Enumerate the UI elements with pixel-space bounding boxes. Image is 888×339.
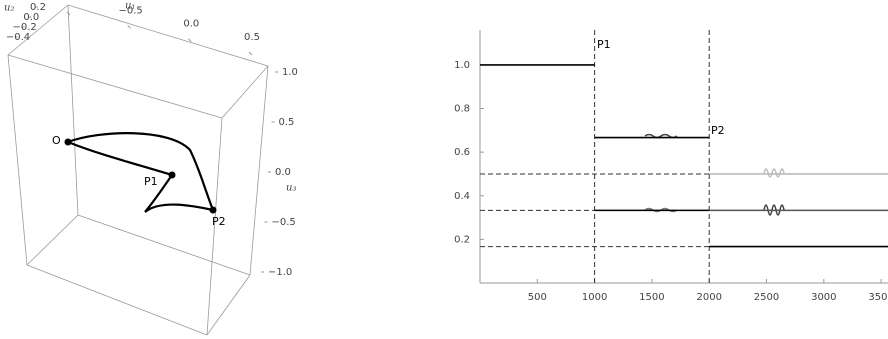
axis-label: u₂ [4, 3, 14, 14]
point-label: P2 [212, 215, 226, 228]
x-tick-label: 1500 [639, 292, 664, 303]
wave-packet [763, 204, 785, 216]
annotation: P1 [597, 38, 611, 51]
wave-packet [763, 168, 785, 178]
tick-label: 0.5 [244, 32, 260, 43]
tick-label: 1.0 [282, 67, 298, 78]
axis-label: u₃ [286, 183, 296, 194]
trajectory [64, 132, 215, 213]
axis-label: u₁ [125, 1, 135, 12]
y-tick-label: 0.6 [454, 147, 470, 158]
point [168, 171, 176, 179]
tick-mark [127, 24, 132, 29]
y-tick-label: 1.0 [454, 60, 470, 71]
tick-label: −0.5 [119, 5, 143, 16]
x-tick-label: 2500 [754, 292, 779, 303]
box-frame [7, 4, 269, 336]
point-label: P1 [144, 175, 158, 188]
tick-label: 0.5 [279, 117, 295, 128]
tick-label: −1.0 [268, 267, 292, 278]
tick-label: −1.0 [58, 0, 82, 3]
tick-label: −0.5 [272, 217, 296, 228]
tick-label: 0.0 [23, 12, 39, 23]
x-tick-label: 1000 [582, 292, 607, 303]
tick-mark [66, 11, 71, 16]
tick-mark [248, 51, 253, 56]
tick-mark [187, 38, 192, 43]
point [209, 206, 217, 214]
point-label: O [52, 134, 61, 147]
tick-label: −0.2 [13, 22, 37, 33]
x-tick-label: 500 [528, 292, 547, 303]
tick-label: 0.0 [183, 19, 199, 30]
annotation: P2 [711, 124, 725, 137]
y-tick-label: 0.4 [454, 191, 470, 202]
tick-label: −0.4 [6, 32, 30, 43]
point [64, 138, 72, 146]
x-tick-label: 3000 [811, 292, 836, 303]
x-tick-label: 3500 [868, 292, 888, 303]
y-tick-label: 0.2 [454, 234, 470, 245]
tick-label: 0.2 [30, 2, 46, 13]
y-tick-label: 0.8 [454, 104, 470, 115]
tick-label: 0.0 [275, 167, 291, 178]
x-tick-label: 2000 [696, 292, 721, 303]
